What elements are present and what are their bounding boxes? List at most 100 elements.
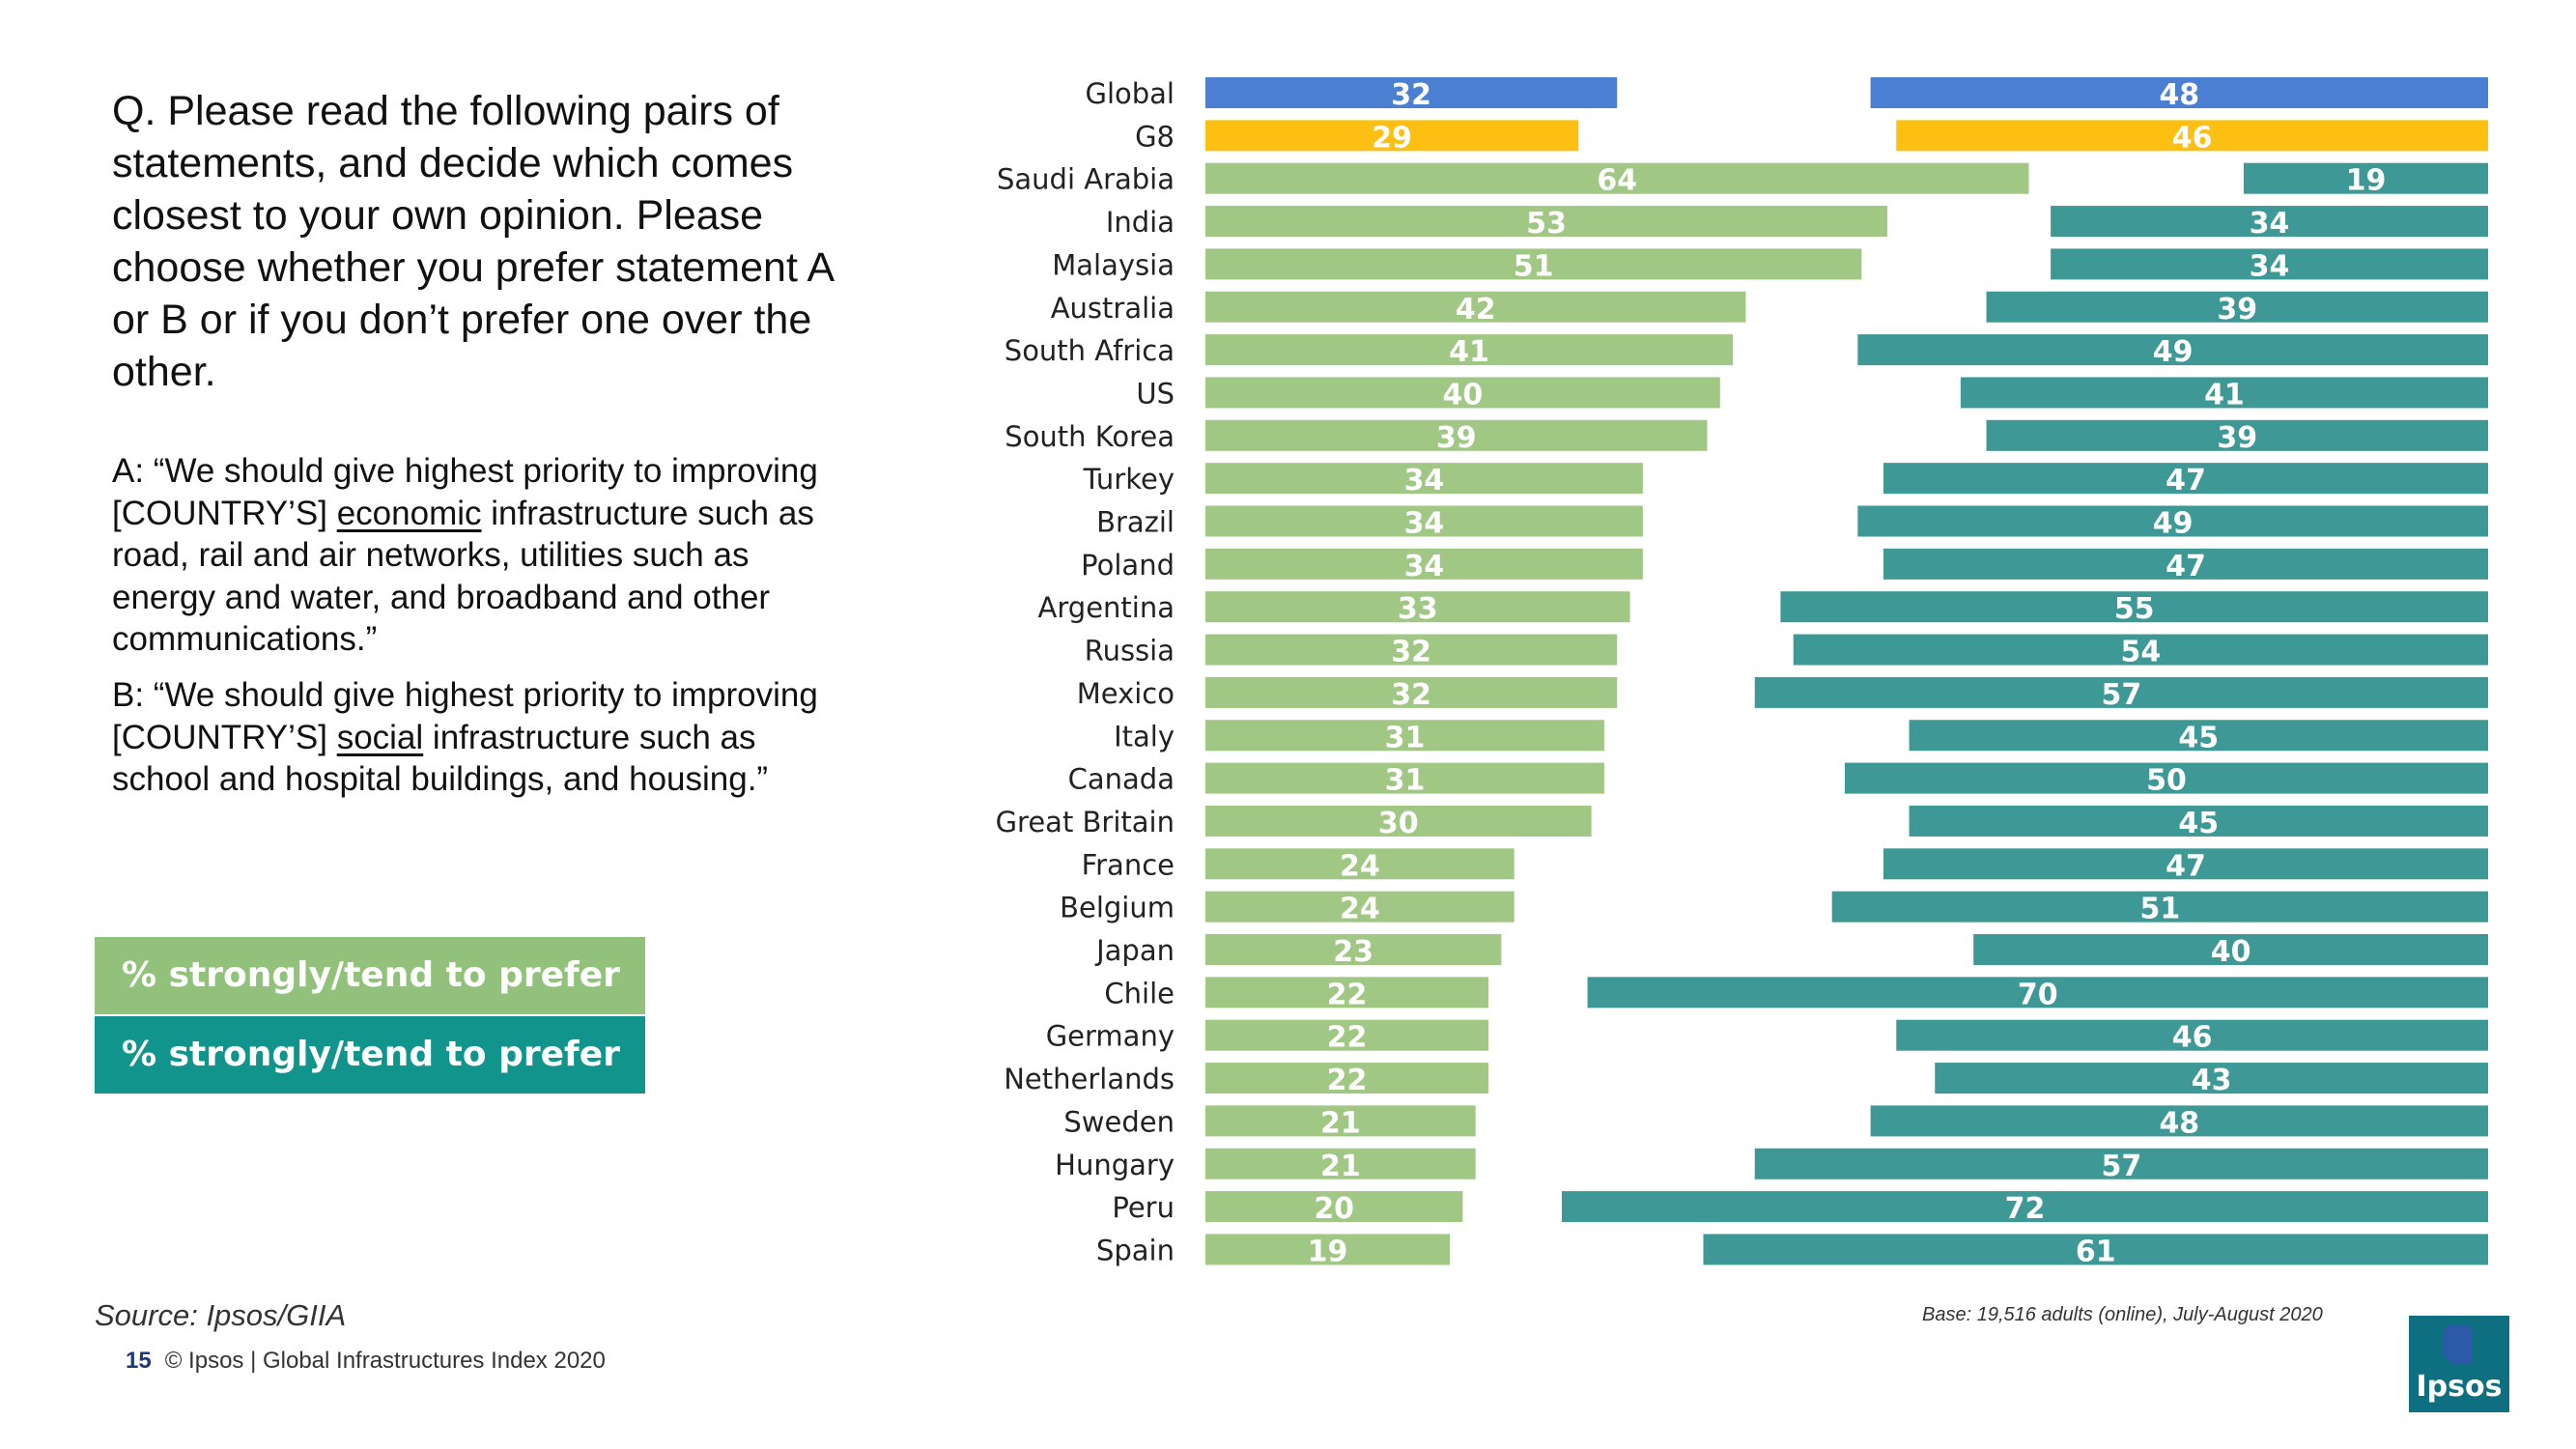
bar-a-spain [1205, 1234, 1451, 1265]
statement-a-emphasis: economic [336, 494, 482, 532]
data-label-b-india: 34 [2250, 207, 2290, 241]
data-label-a-hungary: 21 [1320, 1150, 1361, 1183]
bar-a-canada [1205, 762, 1604, 794]
bar-b-south-korea [1986, 419, 2488, 451]
bar-a-japan [1205, 934, 1502, 965]
data-label-a-argentina: 33 [1398, 592, 1438, 626]
data-label-a-south-africa: 41 [1449, 335, 1489, 369]
data-label-b-mexico: 57 [2102, 678, 2142, 712]
data-label-a-us: 40 [1443, 378, 1484, 412]
data-label-a-netherlands: 22 [1327, 1064, 1368, 1097]
bar-a-chile [1205, 977, 1489, 1009]
data-label-a-turkey: 34 [1404, 464, 1445, 497]
category-label-argentina: Argentina [1038, 591, 1175, 624]
category-label-great-britain: Great Britain [996, 806, 1175, 838]
category-label-india: India [1106, 206, 1175, 239]
category-label-sweden: Sweden [1063, 1105, 1175, 1138]
data-label-b-chile: 70 [2018, 978, 2058, 1011]
data-label-b-france: 47 [2166, 849, 2206, 883]
category-label-g8: G8 [1135, 120, 1175, 153]
category-label-mexico: Mexico [1077, 677, 1175, 710]
data-label-b-russia: 54 [2120, 636, 2161, 669]
bar-a-south-africa [1205, 334, 1734, 366]
bar-a-belgium [1205, 891, 1514, 923]
data-label-a-sweden: 21 [1320, 1106, 1361, 1140]
category-label-south-africa: South Africa [1005, 334, 1175, 367]
bar-a-germany [1205, 1019, 1489, 1051]
category-label-saudi-arabia: Saudi Arabia [997, 163, 1175, 196]
data-label-a-germany: 22 [1327, 1021, 1368, 1055]
bar-b-argentina [1780, 591, 2488, 623]
data-label-a-poland: 34 [1404, 550, 1445, 583]
bar-b-turkey [1882, 463, 2488, 495]
data-label-a-brazil: 34 [1404, 507, 1445, 541]
bar-b-india [2051, 206, 2488, 238]
category-label-malaysia: Malaysia [1052, 248, 1175, 281]
bar-b-italy [1909, 720, 2488, 752]
bar-b-saudi-arabia [2243, 162, 2488, 194]
bar-b-belgium [1831, 891, 2488, 923]
bar-a-great-britain [1205, 805, 1592, 837]
bar-b-france [1882, 848, 2488, 880]
bar-a-malaysia [1205, 248, 1862, 280]
data-label-a-chile: 22 [1327, 978, 1368, 1011]
data-label-b-italy: 45 [2178, 721, 2219, 754]
bar-b-spain [1703, 1234, 2488, 1265]
category-label-global: Global [1085, 77, 1175, 110]
category-label-japan: Japan [1094, 934, 1175, 967]
bar-a-south-korea [1205, 419, 1708, 451]
bar-a-us [1205, 377, 1720, 409]
data-label-b-hungary: 57 [2102, 1150, 2142, 1183]
statement-a: A: “We should give highest priority to i… [112, 452, 818, 658]
footer: 15 © Ipsos | Global Infrastructures Index… [126, 1348, 606, 1375]
bar-b-great-britain [1909, 805, 2488, 837]
category-label-turkey: Turkey [1083, 463, 1175, 496]
ipsos-logo: Ipsos [2409, 1316, 2509, 1412]
data-label-b-peru: 72 [2005, 1192, 2046, 1226]
data-label-b-global: 48 [2159, 78, 2199, 112]
bar-a-france [1205, 848, 1514, 880]
category-label-australia: Australia [1051, 292, 1175, 325]
bar-a-turkey [1205, 463, 1643, 495]
statement-b: B: “We should give highest priority to i… [112, 676, 818, 798]
bar-a-argentina [1205, 591, 1630, 623]
category-label-netherlands: Netherlands [1004, 1063, 1175, 1095]
bar-b-global [1870, 77, 2488, 108]
data-label-b-turkey: 47 [2166, 464, 2206, 497]
bar-b-russia [1793, 634, 2488, 666]
statement-b-emphasis: social [336, 718, 424, 756]
data-label-a-mexico: 32 [1391, 678, 1431, 712]
data-label-b-spain: 61 [2076, 1235, 2116, 1268]
bar-b-mexico [1754, 676, 2488, 708]
bar-b-us [1960, 377, 2488, 409]
bar-b-malaysia [2051, 248, 2488, 280]
bar-b-japan [1973, 934, 2488, 965]
category-label-poland: Poland [1081, 549, 1175, 582]
data-label-b-g8: 46 [2172, 121, 2213, 155]
data-label-b-poland: 47 [2166, 550, 2206, 583]
data-label-a-spain: 19 [1308, 1235, 1348, 1268]
data-label-b-germany: 46 [2172, 1021, 2213, 1055]
data-label-b-canada: 50 [2146, 764, 2187, 798]
bar-b-netherlands [1935, 1063, 2488, 1094]
data-label-b-us: 41 [2204, 378, 2245, 412]
data-label-b-netherlands: 43 [2192, 1064, 2232, 1097]
data-label-a-peru: 20 [1314, 1192, 1354, 1226]
data-label-a-great-britain: 30 [1378, 807, 1419, 840]
bar-a-mexico [1205, 676, 1618, 708]
bar-a-russia [1205, 634, 1618, 666]
data-label-a-russia: 32 [1391, 636, 1431, 669]
base-note: Base: 19,516 adults (online), July-Augus… [1922, 1304, 2323, 1325]
bar-a-hungary [1205, 1148, 1476, 1179]
data-label-b-japan: 40 [2211, 935, 2251, 969]
data-label-a-saudi-arabia: 64 [1597, 164, 1637, 198]
data-label-a-g8: 29 [1372, 121, 1412, 155]
data-label-a-south-korea: 39 [1436, 421, 1477, 455]
data-label-b-great-britain: 45 [2178, 807, 2219, 840]
data-label-a-japan: 23 [1333, 935, 1373, 969]
data-label-b-sweden: 48 [2159, 1106, 2199, 1140]
category-label-canada: Canada [1068, 763, 1175, 796]
bar-a-global [1205, 77, 1618, 108]
bar-b-peru [1561, 1191, 2488, 1223]
